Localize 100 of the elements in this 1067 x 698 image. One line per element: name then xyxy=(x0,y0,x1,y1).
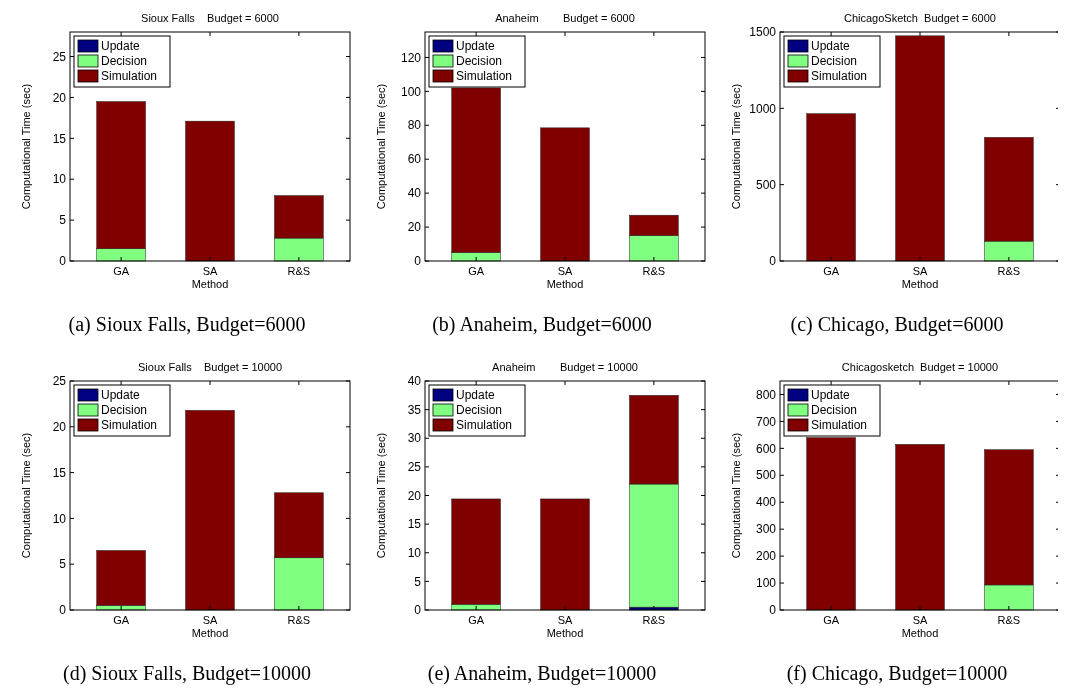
x-tick-label: GA xyxy=(113,614,130,626)
y-tick-label: 40 xyxy=(407,374,422,389)
chart-title: Sioux Falls Budget = 10000 xyxy=(137,361,283,373)
y-tick-label: 30 xyxy=(407,431,422,446)
x-tick-label: R&S xyxy=(997,614,1021,626)
text: (f) Chicago, Budget=10000 xyxy=(786,662,1008,685)
y-tick-label: 25 xyxy=(52,49,67,64)
legend-label: Update xyxy=(811,39,851,53)
y-tick-label: 800 xyxy=(755,387,777,402)
x-axis-title: Method xyxy=(191,627,229,639)
y-tick-label: 40 xyxy=(407,186,422,201)
y-tick-label: 35 xyxy=(407,402,422,417)
text: (e) Anaheim, Budget=10000 xyxy=(427,662,657,685)
y-tick-label: 5 xyxy=(414,574,422,589)
y-axis-title: Computational Time (sec) xyxy=(20,432,32,559)
y-tick-label: 500 xyxy=(755,468,777,483)
chart-title: Sioux Falls Budget = 6000 xyxy=(141,12,279,24)
y-tick-label: 600 xyxy=(755,441,777,456)
y-tick-label: 5 xyxy=(59,213,67,228)
legend-label: Decision xyxy=(811,54,858,68)
x-tick-label: R&S xyxy=(642,614,666,626)
legend-label: Simulation xyxy=(101,418,158,432)
x-tick-label: GA xyxy=(823,265,840,277)
y-tick-label: 300 xyxy=(755,522,777,537)
legend-label: Simulation xyxy=(101,69,158,83)
text: (c) Chicago, Budget=6000 xyxy=(790,313,1004,336)
legend-label: Simulation xyxy=(811,69,868,83)
x-tick-label: SA xyxy=(202,614,218,626)
y-tick-label: 200 xyxy=(755,549,777,564)
y-tick-label: 20 xyxy=(407,488,422,503)
legend-label: Decision xyxy=(456,403,503,417)
legend-label: Update xyxy=(101,39,141,53)
y-tick-label: 100 xyxy=(755,576,777,591)
y-tick-label: 0 xyxy=(59,254,67,269)
y-tick-label: 0 xyxy=(414,603,422,618)
chart-title: Anaheim Budget = 6000 xyxy=(495,12,635,24)
y-axis-title: Computational Time (sec) xyxy=(730,83,742,210)
x-tick-label: GA xyxy=(823,614,840,626)
text: (b) Anaheim, Budget=6000 xyxy=(432,313,652,336)
x-tick-label: SA xyxy=(557,614,573,626)
y-axis-title: Computational Time (sec) xyxy=(375,432,387,559)
x-axis-title: Method xyxy=(191,278,229,290)
text: (d) Sioux Falls, Budget=10000 xyxy=(63,662,311,685)
x-tick-label: R&S xyxy=(287,614,311,626)
x-tick-label: GA xyxy=(468,265,485,277)
x-tick-label: SA xyxy=(202,265,218,277)
y-tick-label: 1000 xyxy=(749,101,777,116)
y-tick-label: 25 xyxy=(407,460,422,475)
x-axis-title: Method xyxy=(901,627,939,639)
legend-label: Decision xyxy=(456,54,503,68)
y-tick-label: 120 xyxy=(400,50,422,65)
text: (a) Sioux Falls, Budget=6000 xyxy=(68,313,306,336)
x-tick-label: SA xyxy=(557,265,573,277)
legend-label: Decision xyxy=(101,403,148,417)
y-tick-label: 10 xyxy=(407,545,422,560)
x-tick-label: R&S xyxy=(642,265,666,277)
y-tick-label: 500 xyxy=(755,177,777,192)
legend-label: Simulation xyxy=(456,418,513,432)
x-tick-label: R&S xyxy=(287,265,311,277)
y-tick-label: 0 xyxy=(59,603,67,618)
legend-label: Decision xyxy=(811,403,858,417)
y-tick-label: 20 xyxy=(407,220,422,235)
y-tick-label: 1500 xyxy=(749,25,777,40)
y-tick-label: 20 xyxy=(52,90,67,105)
y-tick-label: 15 xyxy=(52,465,67,480)
legend-label: Update xyxy=(811,388,851,402)
y-tick-label: 5 xyxy=(59,557,67,572)
y-tick-label: 20 xyxy=(52,420,67,434)
legend-label: Simulation xyxy=(811,418,868,432)
x-tick-label: GA xyxy=(113,265,130,277)
x-axis-title: Method xyxy=(546,278,584,290)
x-tick-label: GA xyxy=(468,614,485,626)
y-tick-label: 80 xyxy=(407,118,422,133)
legend-label: Update xyxy=(101,388,141,402)
y-tick-label: 700 xyxy=(755,414,777,429)
y-tick-label: 400 xyxy=(755,495,777,510)
y-tick-label: 15 xyxy=(407,517,422,532)
x-axis-title: Method xyxy=(901,278,939,290)
y-axis-title: Computational Time (sec) xyxy=(20,83,32,210)
y-tick-label: 10 xyxy=(52,172,67,187)
y-tick-label: 0 xyxy=(769,603,777,618)
y-axis-title: Computational Time (sec) xyxy=(730,432,742,559)
y-tick-label: 10 xyxy=(52,511,67,526)
y-axis-title: Computational Time (sec) xyxy=(375,83,387,210)
legend-label: Simulation xyxy=(456,69,513,83)
chart-title: Anaheim Budget = 10000 xyxy=(492,361,638,373)
legend-label: Update xyxy=(456,39,496,53)
y-tick-label: 100 xyxy=(400,84,422,99)
y-tick-label: 25 xyxy=(52,374,67,389)
x-axis-title: Method xyxy=(546,627,584,639)
legend-label: Update xyxy=(456,388,496,402)
x-tick-label: R&S xyxy=(997,265,1021,277)
y-tick-label: 15 xyxy=(52,131,67,146)
x-tick-label: SA xyxy=(912,265,928,277)
legend-label: Decision xyxy=(101,54,148,68)
chart-title: ChicagoSketch Budget = 6000 xyxy=(844,12,996,24)
y-tick-label: 60 xyxy=(407,152,422,167)
x-tick-label: SA xyxy=(912,614,928,626)
y-tick-label: 0 xyxy=(769,254,777,269)
chart-title: Chicagosketch Budget = 10000 xyxy=(841,361,999,373)
